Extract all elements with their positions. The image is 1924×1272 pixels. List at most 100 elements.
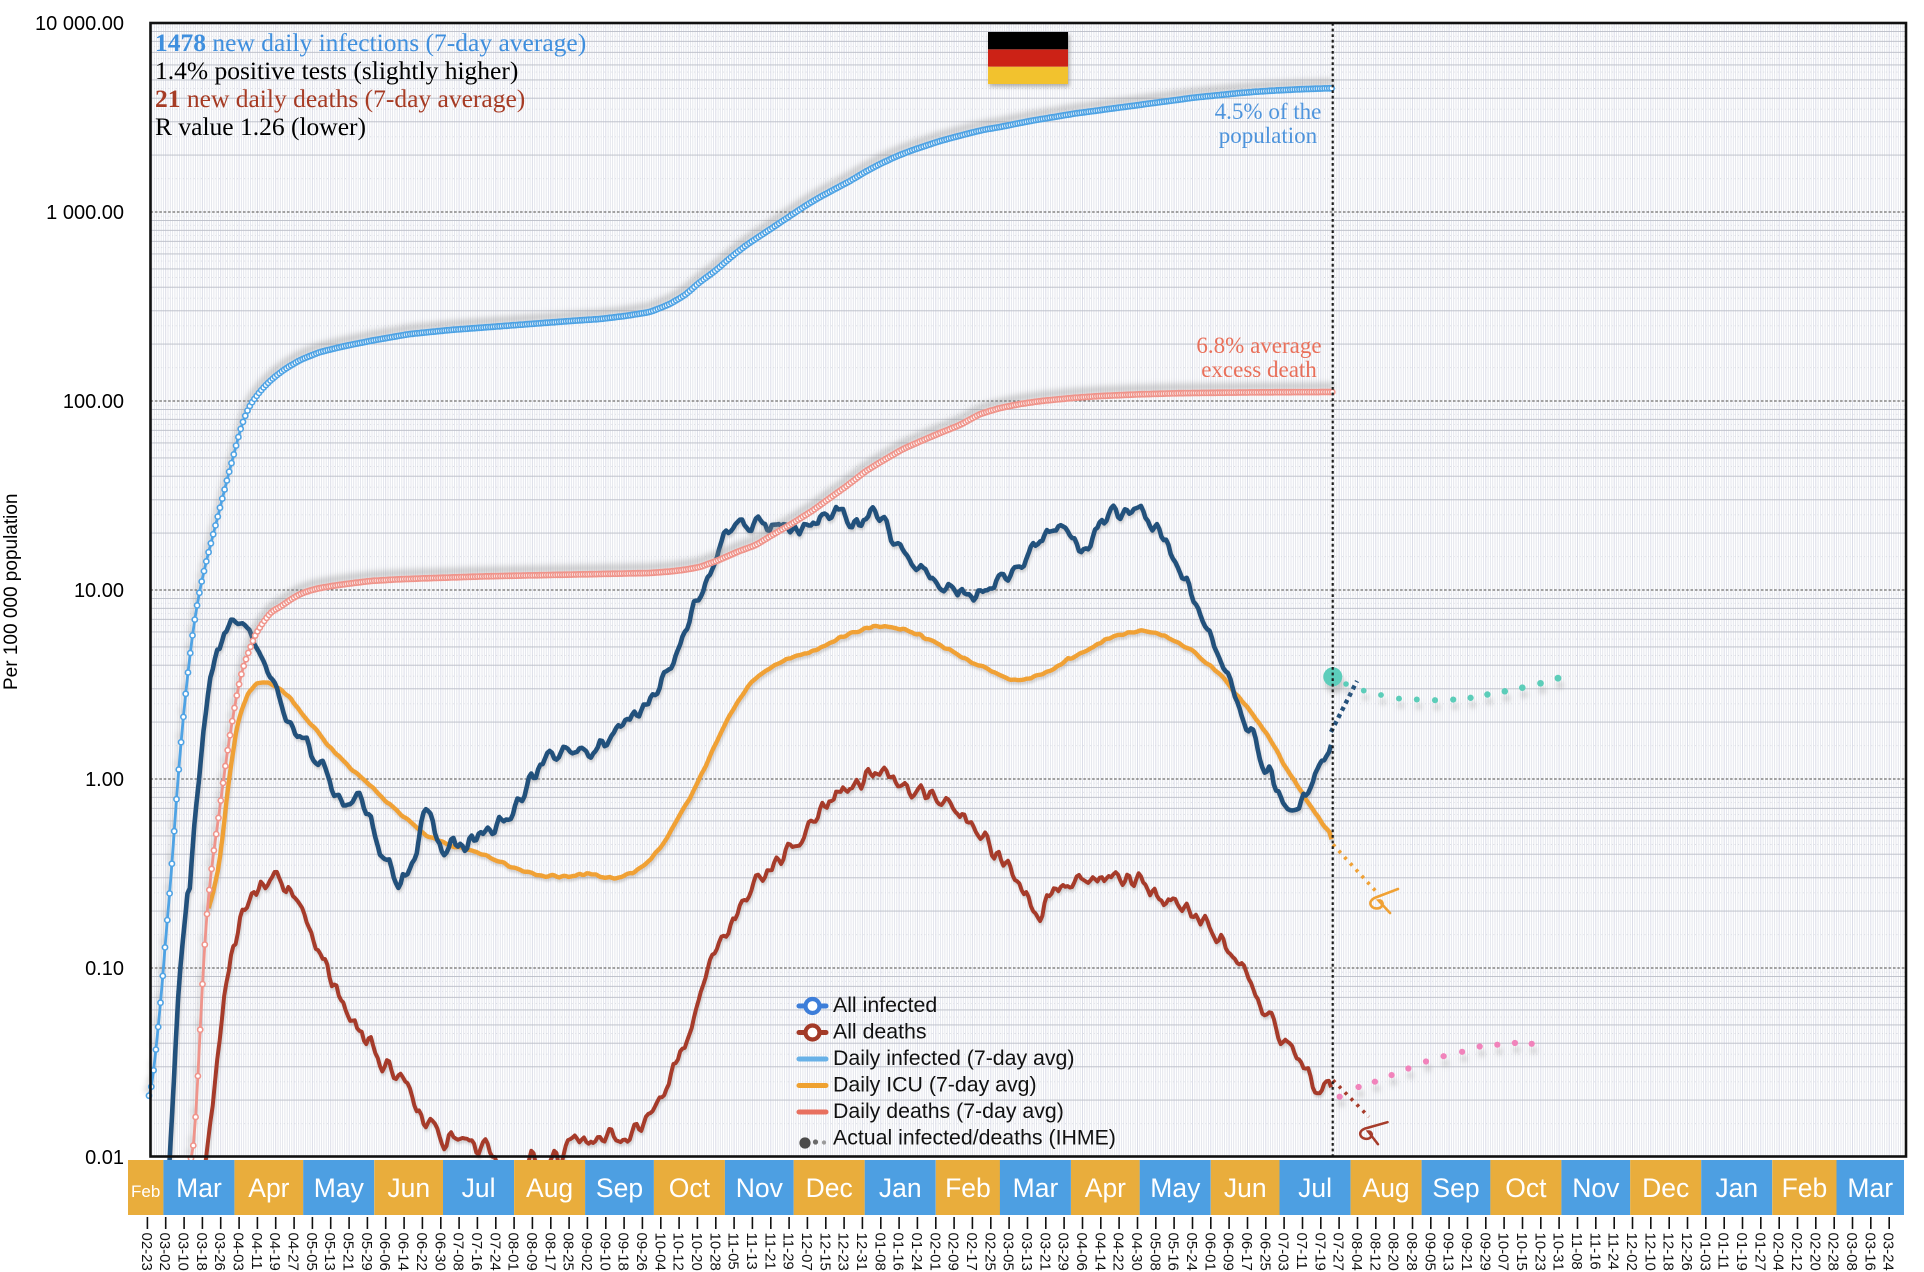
svg-text:11-29: 11-29 — [780, 1233, 797, 1270]
svg-text:05-29: 05-29 — [358, 1233, 375, 1271]
svg-text:Mar: Mar — [1013, 1173, 1059, 1203]
svg-text:06-30: 06-30 — [431, 1233, 448, 1271]
svg-text:Nov: Nov — [736, 1173, 784, 1203]
svg-text:May: May — [314, 1173, 365, 1203]
svg-text:07-19: 07-19 — [1311, 1233, 1328, 1271]
svg-text:Dec: Dec — [806, 1173, 853, 1203]
svg-text:12-07: 12-07 — [798, 1233, 815, 1271]
svg-text:1 000.00: 1 000.00 — [46, 202, 124, 224]
svg-text:Dec: Dec — [1642, 1173, 1689, 1203]
svg-text:08-17: 08-17 — [541, 1233, 558, 1271]
svg-text:08-09: 08-09 — [523, 1233, 540, 1271]
svg-text:Jan: Jan — [879, 1173, 922, 1203]
svg-text:05-13: 05-13 — [321, 1233, 338, 1271]
svg-text:10-23: 10-23 — [1531, 1233, 1548, 1271]
svg-text:Daily deaths (7-day avg): Daily deaths (7-day avg) — [833, 1099, 1064, 1123]
svg-text:07-11: 07-11 — [1293, 1233, 1310, 1270]
svg-text:03-08: 03-08 — [1843, 1233, 1860, 1271]
svg-text:May: May — [1150, 1173, 1201, 1203]
svg-text:Mar: Mar — [176, 1173, 222, 1203]
svg-text:04-22: 04-22 — [1110, 1233, 1127, 1271]
svg-text:12-26: 12-26 — [1678, 1233, 1695, 1271]
svg-text:Daily infected (7-day avg): Daily infected (7-day avg) — [833, 1046, 1074, 1070]
svg-text:06-14: 06-14 — [395, 1233, 412, 1271]
svg-text:04-19: 04-19 — [266, 1233, 283, 1271]
svg-text:All infected: All infected — [833, 993, 937, 1017]
svg-text:07-24: 07-24 — [486, 1233, 503, 1271]
svg-text:09-29: 09-29 — [1476, 1233, 1493, 1271]
svg-text:03-13: 03-13 — [1018, 1233, 1035, 1271]
svg-text:10-28: 10-28 — [706, 1233, 723, 1271]
svg-text:01-16: 01-16 — [890, 1233, 907, 1271]
svg-text:03-21: 03-21 — [1036, 1233, 1053, 1271]
svg-text:03-18: 03-18 — [193, 1233, 210, 1271]
svg-text:01-03: 01-03 — [1696, 1233, 1713, 1271]
svg-text:R value 1.26 (lower): R value 1.26 (lower) — [155, 112, 366, 141]
svg-text:05-21: 05-21 — [340, 1233, 357, 1271]
svg-text:1.00: 1.00 — [85, 769, 124, 791]
svg-text:01-11: 01-11 — [1715, 1233, 1732, 1270]
svg-text:06-09: 06-09 — [1220, 1233, 1237, 1271]
svg-text:10-20: 10-20 — [688, 1233, 705, 1271]
svg-text:11-05: 11-05 — [725, 1233, 742, 1270]
svg-text:0.10: 0.10 — [85, 958, 124, 980]
svg-text:Sep: Sep — [596, 1173, 643, 1203]
svg-text:02-25: 02-25 — [981, 1233, 998, 1271]
svg-text:Nov: Nov — [1572, 1173, 1620, 1203]
svg-text:02-09: 02-09 — [945, 1233, 962, 1271]
svg-text:Oct: Oct — [1505, 1173, 1547, 1203]
svg-text:excess death: excess death — [1201, 357, 1317, 382]
svg-text:1.4% positive tests (slightly: 1.4% positive tests (slightly higher) — [155, 56, 518, 85]
svg-text:06-25: 06-25 — [1256, 1233, 1273, 1271]
svg-text:Aug: Aug — [1363, 1173, 1410, 1203]
svg-text:10-12: 10-12 — [670, 1233, 687, 1271]
svg-text:08-28: 08-28 — [1403, 1233, 1420, 1271]
svg-text:Jul: Jul — [462, 1173, 496, 1203]
svg-text:4.5% of the: 4.5% of the — [1215, 99, 1322, 124]
svg-text:Mar: Mar — [1847, 1173, 1893, 1203]
svg-text:02-04: 02-04 — [1770, 1233, 1787, 1271]
svg-text:Actual infected/deaths (IHME): Actual infected/deaths (IHME) — [833, 1126, 1116, 1150]
svg-text:05-24: 05-24 — [1183, 1233, 1200, 1271]
svg-text:03-16: 03-16 — [1861, 1233, 1878, 1271]
svg-text:06-17: 06-17 — [1238, 1233, 1255, 1271]
svg-text:Feb: Feb — [131, 1182, 160, 1201]
svg-text:05-16: 05-16 — [1165, 1233, 1182, 1271]
svg-text:08-20: 08-20 — [1385, 1233, 1402, 1271]
svg-text:10-15: 10-15 — [1513, 1233, 1530, 1271]
svg-text:09-26: 09-26 — [633, 1233, 650, 1271]
svg-text:10-07: 10-07 — [1495, 1233, 1512, 1271]
svg-text:Sep: Sep — [1432, 1173, 1479, 1203]
svg-text:12-18: 12-18 — [1660, 1233, 1677, 1271]
svg-text:01-19: 01-19 — [1733, 1233, 1750, 1271]
svg-text:11-08: 11-08 — [1568, 1233, 1585, 1270]
svg-text:09-10: 09-10 — [596, 1233, 613, 1271]
svg-text:11-21: 11-21 — [761, 1233, 778, 1270]
svg-text:07-03: 07-03 — [1275, 1233, 1292, 1271]
svg-text:All deaths: All deaths — [833, 1020, 927, 1044]
svg-text:21 new daily deaths (7-day ave: 21 new daily deaths (7-day average) — [155, 84, 525, 113]
svg-text:07-16: 07-16 — [468, 1233, 485, 1271]
svg-text:08-01: 08-01 — [505, 1233, 522, 1271]
svg-text:01-27: 01-27 — [1751, 1233, 1768, 1271]
svg-text:07-08: 07-08 — [450, 1233, 467, 1271]
svg-text:Daily ICU (7-day avg): Daily ICU (7-day avg) — [833, 1073, 1037, 1097]
svg-text:09-21: 09-21 — [1458, 1233, 1475, 1271]
svg-text:0.01: 0.01 — [85, 1147, 124, 1169]
svg-text:06-06: 06-06 — [376, 1233, 393, 1271]
svg-text:02-12: 02-12 — [1788, 1233, 1805, 1271]
svg-text:05-05: 05-05 — [303, 1233, 320, 1271]
svg-text:04-03: 04-03 — [230, 1233, 247, 1271]
svg-text:03-02: 03-02 — [156, 1233, 173, 1271]
svg-text:03-10: 03-10 — [175, 1233, 192, 1271]
svg-text:11-16: 11-16 — [1586, 1233, 1603, 1270]
svg-text:09-05: 09-05 — [1421, 1233, 1438, 1271]
svg-text:Apr: Apr — [248, 1173, 289, 1203]
svg-text:04-14: 04-14 — [1091, 1233, 1108, 1271]
svg-text:04-27: 04-27 — [285, 1233, 302, 1271]
svg-text:09-18: 09-18 — [615, 1233, 632, 1271]
svg-text:02-28: 02-28 — [1825, 1233, 1842, 1271]
svg-text:Jun: Jun — [1224, 1173, 1267, 1203]
svg-text:05-08: 05-08 — [1146, 1233, 1163, 1271]
svg-text:10-04: 10-04 — [651, 1233, 668, 1271]
